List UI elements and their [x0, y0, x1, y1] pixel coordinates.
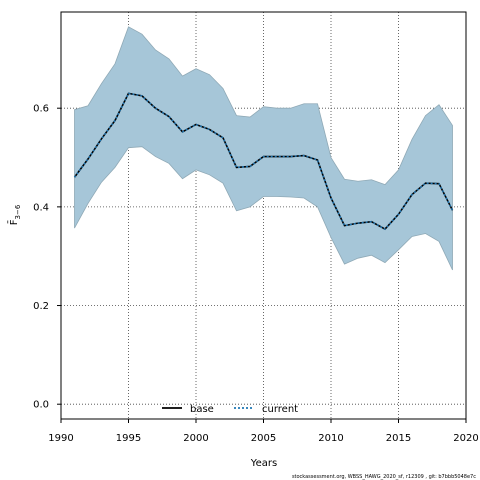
legend-label-base: base [190, 404, 214, 415]
x-tick-label: 2015 [386, 433, 411, 444]
x-tick-label: 1990 [48, 433, 73, 444]
series [73, 92, 454, 231]
legend: base current [162, 404, 298, 415]
x-tick-label: 2000 [183, 433, 208, 444]
y-axis-label: F̄3−6 [7, 204, 22, 225]
x-tick-label: 1995 [116, 433, 141, 444]
footer-text: stockassessment.org, WBSS_HAWG_2020_sf, … [292, 474, 476, 480]
svg-text:F̄3−6: F̄3−6 [7, 204, 22, 225]
x-tick-label: 2010 [318, 433, 343, 444]
confidence-band [74, 26, 453, 271]
y-axis: 0.0 0.2 0.4 0.6 [33, 104, 61, 411]
x-axis-label: Years [250, 458, 277, 469]
y-tick-label: 0.2 [33, 301, 49, 312]
y-tick-label: 0.6 [33, 104, 49, 115]
confidence-band-area [74, 26, 453, 271]
y-axis-label-subscript: 3−6 [14, 204, 22, 219]
y-axis-label-main: F̄ [7, 219, 20, 225]
legend-label-current: current [262, 404, 298, 415]
x-axis: 1990 1995 2000 2005 2010 2015 2020 [48, 419, 479, 444]
series-line-current [73, 92, 454, 230]
x-tick-label: 2005 [251, 433, 276, 444]
y-tick-label: 0.0 [33, 400, 49, 411]
x-tick-label: 2020 [453, 433, 478, 444]
y-tick-label: 0.4 [33, 202, 49, 213]
